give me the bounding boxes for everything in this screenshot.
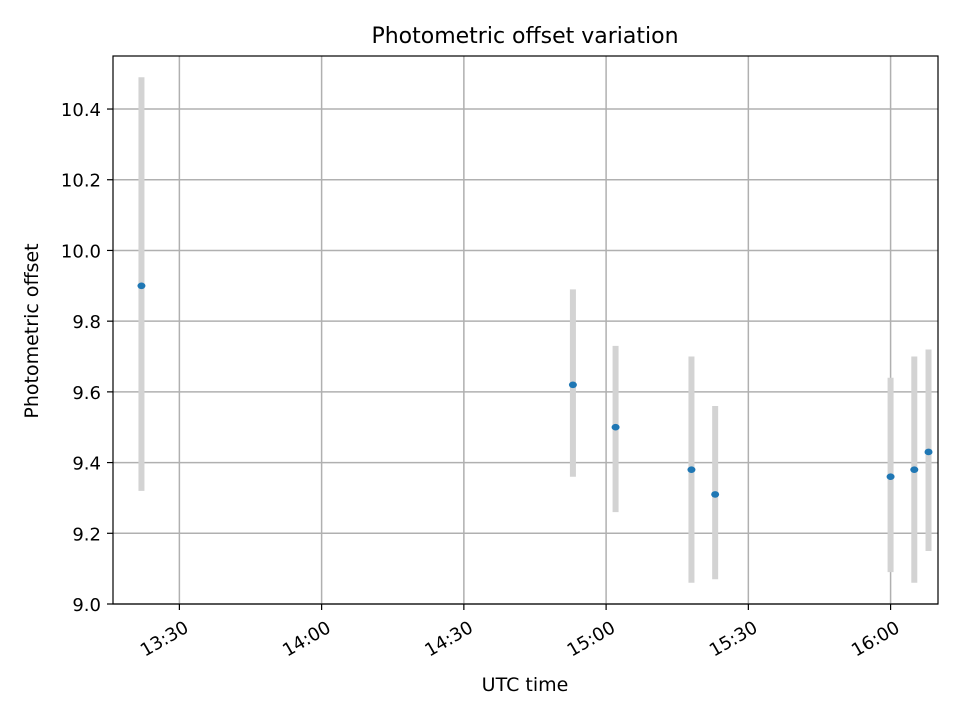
y-tick-label: 9.4 [72, 454, 101, 475]
point-layer [137, 282, 933, 498]
data-point [924, 448, 933, 456]
data-point [137, 282, 146, 290]
data-point [568, 381, 577, 389]
y-tick-label: 10.2 [61, 171, 101, 192]
y-tick-label: 9.0 [72, 595, 101, 616]
y-tick-label: 9.8 [72, 312, 101, 333]
data-point [886, 473, 895, 481]
x-axis-label: UTC time [482, 674, 569, 696]
chart-title: Photometric offset variation [371, 24, 678, 49]
y-axis-label: Photometric offset [21, 243, 43, 418]
y-tick-label: 9.6 [72, 383, 101, 404]
data-point [611, 423, 620, 431]
y-tick-label: 10.0 [61, 241, 101, 262]
y-tick-label: 9.2 [72, 524, 101, 545]
grid-layer [113, 56, 938, 605]
plot-frame [112, 55, 939, 605]
data-point [687, 466, 696, 473]
data-point [910, 466, 919, 473]
y-tick-label: 10.4 [61, 100, 101, 121]
data-point [711, 491, 720, 498]
